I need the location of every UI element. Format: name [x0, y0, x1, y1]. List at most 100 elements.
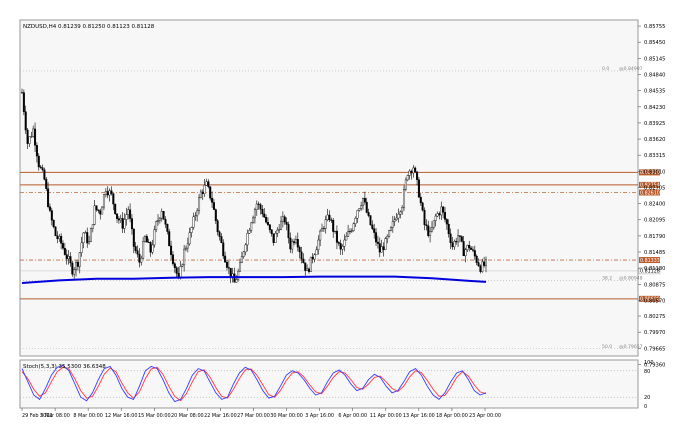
candle-body	[321, 228, 324, 232]
candle-body	[73, 269, 76, 275]
x-tick-label: 8 Mar 00:00	[73, 413, 103, 419]
candle-body	[307, 268, 310, 272]
candle-body	[43, 169, 46, 180]
candle-body	[153, 229, 156, 246]
price-level-tag	[639, 189, 660, 196]
candle-body	[287, 224, 290, 239]
y-tick-label: 0.85450	[644, 40, 665, 46]
candle-body	[363, 198, 366, 203]
current-price-tag-label: 0.81128	[640, 269, 660, 275]
candle-body	[114, 203, 117, 214]
candle-body	[367, 212, 370, 216]
candle-body	[445, 219, 448, 225]
candle-body	[138, 253, 141, 263]
x-tick-label: 15 Mar 00:00	[138, 413, 171, 419]
candle-body	[108, 190, 111, 196]
price-level-tag-label: 0.82610	[640, 190, 660, 196]
candle-body	[75, 262, 78, 271]
candle-body	[412, 167, 415, 174]
candle-body	[352, 223, 355, 231]
candle-body	[438, 213, 441, 216]
main-chart-panel[interactable]	[19, 19, 639, 357]
candle-body	[298, 246, 301, 253]
candle-body	[444, 212, 447, 220]
y-tick-label: 0.84535	[644, 89, 665, 95]
stochastic-title: Stoch(5,3,3) 35.5300 36.6348	[23, 364, 106, 370]
candle-body	[140, 257, 143, 263]
candle-body	[266, 221, 269, 225]
y-tick-label: 0.82400	[644, 202, 665, 208]
candle-body	[71, 262, 74, 275]
candle-body	[386, 235, 389, 239]
candle-body	[80, 242, 83, 253]
candle-body	[89, 228, 92, 242]
candle-body	[322, 228, 325, 230]
candle-body	[175, 267, 178, 274]
candle-body	[48, 206, 51, 211]
stochastic-tick-label: 20	[644, 395, 650, 401]
candle-body	[143, 236, 146, 242]
candle-body	[149, 242, 152, 253]
y-tick-label: 0.79360	[644, 362, 665, 368]
candle-body	[261, 209, 264, 215]
candle-body	[280, 220, 283, 230]
candle-body	[345, 236, 348, 241]
candle-body	[464, 249, 467, 257]
candle-body	[216, 220, 219, 233]
y-tick-label: 0.81790	[644, 234, 665, 240]
y-tick-label: 0.79665	[644, 346, 665, 352]
price-level-tag-label: 0.82754	[640, 183, 660, 189]
x-tick-label: 23 Apr 00:00	[469, 413, 501, 419]
candle-body	[423, 209, 426, 225]
candle-body	[47, 188, 50, 207]
x-tick-label: 3 Apr 16:00	[305, 413, 334, 419]
candle-body	[416, 171, 419, 180]
candle-body	[334, 230, 337, 232]
candle-body	[160, 211, 163, 219]
candle-body	[375, 232, 378, 243]
candle-body	[369, 215, 372, 226]
candle-body	[332, 219, 335, 232]
candle-body	[37, 155, 40, 168]
candle-body	[442, 206, 445, 213]
fib-value-label: @0.79657	[619, 344, 643, 350]
candle-body	[222, 242, 225, 257]
candle-body	[194, 215, 197, 218]
candle-body	[186, 243, 189, 249]
candle-body	[291, 241, 294, 250]
candle-body	[99, 210, 102, 215]
stochastic-panel[interactable]	[19, 359, 639, 409]
stochastic-axis: 100 80 20 0	[644, 360, 654, 410]
candle-body	[78, 252, 81, 267]
candle-body	[343, 239, 346, 247]
candle-body	[50, 210, 53, 221]
price-level-tag	[639, 181, 660, 188]
candle-body	[335, 230, 338, 243]
candle-body	[147, 241, 150, 243]
candle-body	[270, 229, 273, 234]
candle-body	[164, 219, 167, 225]
candle-body	[276, 229, 279, 234]
price-level-tag-label: 0.80600	[640, 297, 660, 303]
candle-body	[218, 231, 221, 237]
y-tick-label: 0.83620	[644, 137, 665, 143]
candle-body	[373, 228, 376, 233]
candle-body	[28, 136, 31, 144]
candle-body	[119, 218, 122, 221]
candle-body	[358, 208, 361, 211]
candle-body	[384, 238, 387, 250]
candle-body	[116, 213, 119, 219]
candle-body	[145, 236, 148, 243]
stochastic-tick-label: 0	[644, 404, 647, 410]
price-axis[interactable]: 0.85755 0.85450 0.85145 0.84840 0.84535 0.842…	[638, 24, 665, 368]
candle-body	[278, 229, 281, 231]
candle-body	[425, 224, 428, 226]
candle-body	[166, 224, 169, 232]
candle-body	[235, 279, 238, 283]
candle-body	[337, 242, 340, 244]
candle-body	[391, 221, 394, 228]
candle-body	[188, 232, 191, 245]
candle-body	[129, 209, 132, 219]
